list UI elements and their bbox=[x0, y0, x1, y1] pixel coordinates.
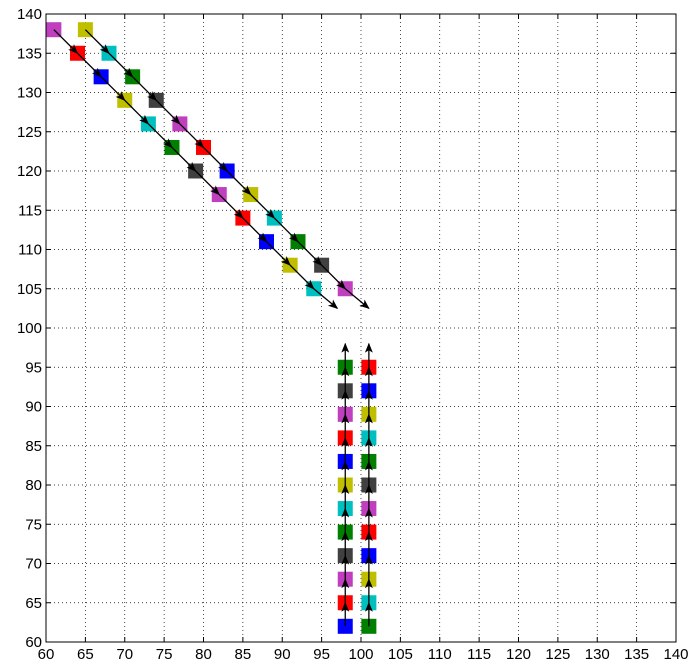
y-tick-label: 95 bbox=[25, 359, 42, 376]
trajectory-arrow bbox=[132, 76, 157, 102]
trajectory-arrow bbox=[313, 288, 339, 310]
trajectory-arrow bbox=[108, 52, 134, 78]
x-tick-label: 80 bbox=[195, 646, 212, 663]
x-tick-label: 135 bbox=[624, 646, 649, 663]
x-tick-label: 105 bbox=[388, 646, 413, 663]
y-tick-label: 125 bbox=[17, 124, 42, 141]
y-tick-label: 110 bbox=[18, 242, 42, 259]
y-tick-label: 65 bbox=[25, 595, 42, 612]
trajectory-arrow bbox=[344, 288, 370, 310]
x-tick-label: 125 bbox=[545, 646, 570, 663]
x-tick-label: 115 bbox=[467, 646, 491, 663]
trajectory-arrow bbox=[171, 146, 197, 172]
trajectory-arrow bbox=[250, 194, 276, 219]
trajectory-arrow bbox=[273, 217, 299, 243]
y-tick-label: 105 bbox=[17, 281, 42, 298]
trajectory-arrow bbox=[226, 170, 252, 196]
y-tick-label: 120 bbox=[17, 163, 42, 180]
trajectory-arrow bbox=[266, 241, 291, 266]
trajectory-arrow bbox=[203, 146, 228, 172]
plot-frame bbox=[45, 13, 677, 643]
trajectory-arrow bbox=[297, 241, 323, 266]
trajectory-arrow bbox=[147, 123, 173, 149]
y-tick-label: 85 bbox=[25, 438, 42, 455]
x-tick-label: 95 bbox=[313, 646, 330, 663]
y-tick-label: 140 bbox=[17, 6, 42, 23]
grid bbox=[46, 14, 676, 642]
trajectory-arrow bbox=[53, 29, 79, 54]
data-markers bbox=[46, 22, 377, 634]
trajectory-arrow bbox=[321, 264, 346, 290]
x-tick-label: 130 bbox=[585, 646, 610, 663]
x-tick-label: 120 bbox=[506, 646, 531, 663]
y-tick-label: 90 bbox=[25, 399, 42, 416]
trajectory-arrow bbox=[289, 264, 315, 290]
x-tick-label: 100 bbox=[348, 646, 373, 663]
x-tick-label: 75 bbox=[156, 646, 173, 663]
x-tick-label: 70 bbox=[116, 646, 133, 663]
y-tick-label: 115 bbox=[18, 202, 42, 219]
trajectory-arrow bbox=[155, 99, 181, 125]
x-tick-label: 140 bbox=[663, 646, 688, 663]
x-tick-label: 110 bbox=[428, 646, 452, 663]
y-tick-label: 135 bbox=[17, 45, 42, 62]
trajectory-arrow bbox=[100, 76, 126, 102]
x-tick-label: 90 bbox=[274, 646, 291, 663]
trajectory-arrow bbox=[218, 194, 244, 219]
y-tick-label: 100 bbox=[17, 320, 42, 337]
trajectory-arrow bbox=[195, 170, 220, 196]
axis-ticks: 60 65 70 75 80 85 90 95 100 105 110 115 120 125 130 135… bbox=[17, 6, 689, 663]
trajectory-arrow bbox=[179, 123, 205, 149]
trajectory-arrow bbox=[77, 52, 102, 78]
y-tick-label: 80 bbox=[25, 477, 42, 494]
trajectory-arrow bbox=[84, 29, 110, 54]
trajectory-arrow bbox=[124, 99, 150, 125]
y-tick-label: 70 bbox=[25, 556, 42, 573]
x-tick-label: 60 bbox=[38, 646, 55, 663]
x-tick-label: 65 bbox=[77, 646, 94, 663]
y-tick-label: 130 bbox=[17, 85, 42, 102]
y-tick-label: 60 bbox=[25, 634, 42, 651]
y-tick-label: 75 bbox=[25, 516, 42, 533]
trajectory-arrow bbox=[242, 217, 268, 243]
x-tick-label: 85 bbox=[235, 646, 252, 663]
